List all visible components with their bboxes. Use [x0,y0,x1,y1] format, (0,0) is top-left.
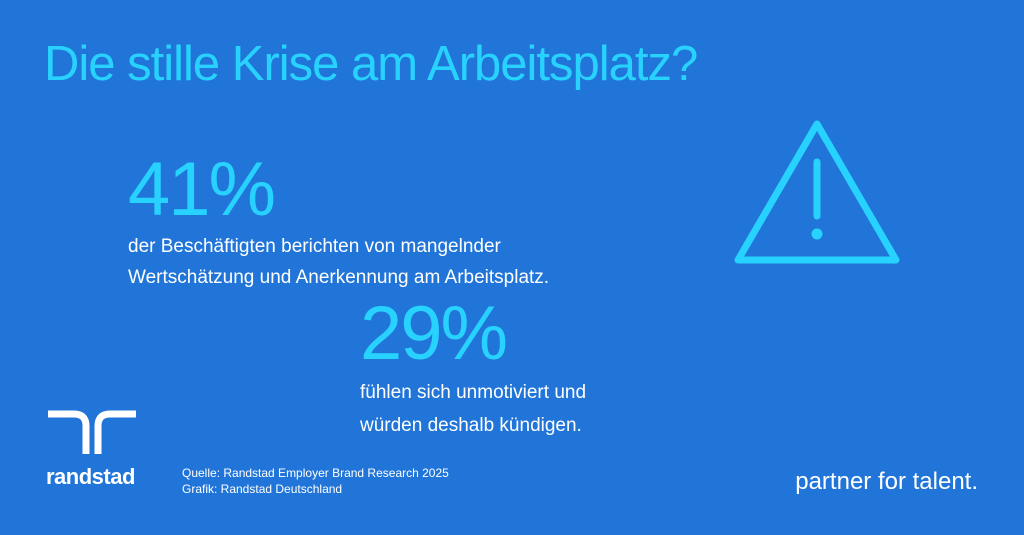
randstad-logo: randstad [46,410,138,490]
randstad-logo-icon [48,410,136,454]
stat-description-2-line-2: würden deshalb kündigen. [360,415,582,436]
logo-wordmark: randstad [46,464,135,489]
stat-value-2: 29% [360,291,508,376]
source-note: Quelle: Randstad Employer Brand Research… [182,465,449,497]
tagline: partner for talent. [795,468,978,495]
stat-description-2-line-1: fühlen sich unmotiviert und [360,382,587,403]
source-line-2: Grafik: Randstad Deutschland [182,482,343,496]
stat-block-2: 29% fühlen sich unmotiviert und würden d… [360,296,586,438]
warning-triangle-icon [732,116,902,270]
stat-description-1-line-1: der Beschäftigten berichten von mangelnd… [128,236,501,257]
stat-value-1: 41% [128,147,276,232]
stat-block-1: 41% der Beschäftigten berichten von mang… [128,152,549,290]
source-line-1: Quelle: Randstad Employer Brand Research… [182,466,449,480]
page-title: Die stille Krise am Arbeitsplatz? [44,37,698,91]
stat-description-1-line-2: Wertschätzung und Anerkennung am Arbeits… [128,267,550,288]
